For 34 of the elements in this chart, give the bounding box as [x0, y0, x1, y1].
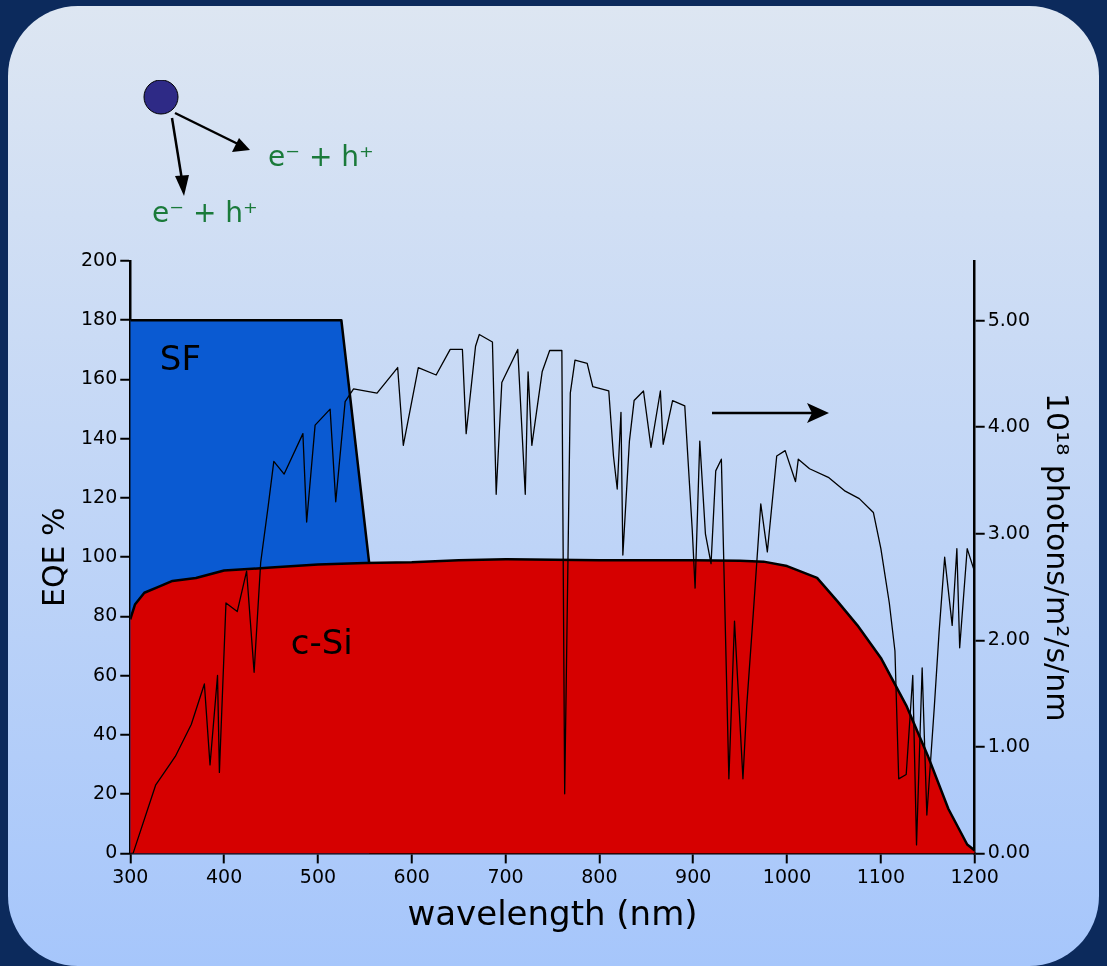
y-tick-label: 200 [81, 247, 118, 270]
y2-tick-label: 1.00 [987, 733, 1031, 756]
y-axis-title: EQE % [35, 507, 71, 607]
text: e⁻ + h⁺ [152, 196, 258, 229]
y2-tick-label: 4.00 [987, 414, 1031, 437]
x-tick-label: 1200 [950, 864, 999, 887]
series-label: SF [159, 337, 201, 378]
y2-tick-label: 0.00 [987, 840, 1031, 863]
x-tick-label: 700 [487, 864, 524, 887]
y-tick-label: 120 [81, 484, 118, 507]
x-tick-label: 600 [393, 864, 430, 887]
x-tick-label: 400 [205, 864, 243, 887]
y-tick-label: 160 [81, 366, 118, 389]
y2-tick-label: 5.00 [987, 307, 1031, 330]
y-tick-label: 20 [93, 781, 118, 804]
y-tick-label: 0 [105, 840, 118, 863]
text: e⁻ + h⁺ [268, 140, 374, 173]
series-label: c-Si [290, 622, 353, 663]
x-tick-label: 1100 [856, 864, 906, 887]
y2-axis-title: 10¹⁸ photons/m²/s/nm [1040, 393, 1076, 722]
y-tick-label: 140 [81, 425, 118, 448]
y-tick-label: 40 [93, 721, 118, 744]
x-axis-title: wavelength (nm) [407, 893, 698, 934]
y2-tick-label: 2.00 [987, 627, 1031, 650]
x-tick-label: 800 [581, 864, 618, 887]
y-tick-label: 100 [81, 544, 118, 567]
y-tick-label: 180 [81, 307, 118, 330]
x-tick-label: 300 [112, 864, 149, 887]
y-tick-label: 80 [93, 603, 118, 626]
x-tick-label: 500 [299, 864, 337, 887]
x-tick-label: 900 [675, 864, 712, 887]
x-tick-label: 1000 [762, 864, 812, 887]
y-tick-label: 60 [93, 662, 118, 685]
y2-tick-label: 3.00 [987, 520, 1031, 543]
